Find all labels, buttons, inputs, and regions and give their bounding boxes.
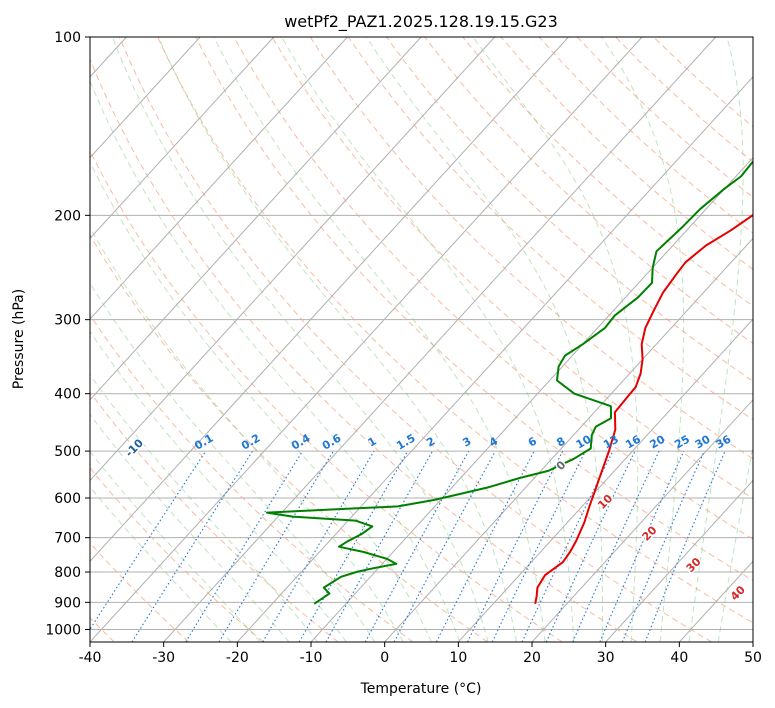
dry-adiabat-line <box>195 37 753 582</box>
moist-adiabat-line <box>688 37 744 642</box>
x-tick-label: -10 <box>300 650 323 666</box>
dry-adiabat-line <box>90 149 563 642</box>
mixing-ratio-line <box>325 450 433 642</box>
isotherm-line <box>90 37 201 159</box>
y-tick-label: 800 <box>54 565 81 581</box>
isotherm-line <box>90 37 348 320</box>
x-tick-label: -40 <box>79 650 102 666</box>
isotherm-line <box>384 237 753 642</box>
moist-adiabat-line <box>90 161 432 642</box>
x-tick-label: 50 <box>744 650 762 666</box>
dry-adiabat-line <box>90 542 190 642</box>
series-lines <box>266 160 753 605</box>
isotherm-line <box>90 37 275 240</box>
isotherm-line <box>90 37 422 401</box>
dry-adiabat-line <box>90 467 264 642</box>
y-tick-label: 400 <box>54 387 81 403</box>
dry-adiabat-line <box>271 37 753 500</box>
moist-adiabat-line <box>472 37 639 642</box>
temperature-profile-line <box>534 213 753 604</box>
y-tick-label: 1000 <box>45 622 81 638</box>
mixing-ratio-lines <box>90 450 726 642</box>
y-tick-label: 700 <box>54 531 81 547</box>
moist-adiabat-line <box>365 37 603 642</box>
mixing-ratio-line <box>364 450 470 642</box>
moist-adiabats <box>90 37 753 642</box>
mixing-ratio-line <box>467 450 564 642</box>
plot-frame <box>89 36 754 643</box>
y-axis-label: Pressure (hPa) <box>11 289 27 389</box>
x-axis-label: Temperature (°C) <box>360 681 482 697</box>
y-tick-label: 100 <box>54 30 81 46</box>
dry-adiabat-line <box>347 37 753 421</box>
x-tick-label: -30 <box>152 650 175 666</box>
moist-adiabat-line <box>90 330 347 642</box>
dewpoint-profile-line <box>266 160 753 605</box>
mixing-ratio-line <box>644 450 726 642</box>
moist-adiabat-line <box>90 226 404 642</box>
x-tick-label: 10 <box>449 650 467 666</box>
mixing-ratio-line <box>621 450 705 642</box>
x-tick-label: 40 <box>670 650 688 666</box>
y-tick-label: 900 <box>54 595 81 611</box>
mixing-ratio-line <box>90 450 207 631</box>
isotherm-line <box>310 156 753 642</box>
isotherm-line <box>90 37 643 642</box>
isotherm-line <box>531 399 753 642</box>
dry-adiabat-line <box>90 234 488 642</box>
moist-adiabat-line <box>90 282 376 642</box>
moist-adiabat-line <box>90 374 319 642</box>
isotherm-line <box>90 37 569 563</box>
moist-adiabat-line <box>601 37 685 642</box>
y-tick-label: 500 <box>54 444 81 460</box>
dry-adiabat-line <box>309 37 753 460</box>
dry-adiabat-line <box>157 37 753 624</box>
y-tick-label: 600 <box>54 491 81 507</box>
isotherm-line <box>163 37 717 642</box>
moist-adiabat-line <box>281 37 575 642</box>
moist-adiabat-line <box>111 37 489 642</box>
y-tick-label: 200 <box>54 208 81 224</box>
isotherm-line <box>457 318 753 642</box>
dry-adiabat-line <box>90 58 638 642</box>
x-tick-label: 0 <box>380 650 389 666</box>
isotherm-line <box>90 37 496 482</box>
mixing-ratio-line <box>599 450 685 642</box>
y-tick-label: 300 <box>54 313 81 329</box>
isotherms <box>90 37 753 642</box>
dry-adiabat-line <box>386 37 753 382</box>
moist-adiabat-line <box>213 37 546 642</box>
mixing-ratio-line <box>572 450 660 642</box>
chart-title: wetPf2_PAZ1.2025.128.19.15.G23 <box>284 12 558 32</box>
x-tick-label: 20 <box>523 650 541 666</box>
x-tick-label: -20 <box>226 650 249 666</box>
moist-adiabat-line <box>157 37 517 642</box>
y-axis-ticks: 100 200 300 400 500 600 700 800 900 1000 <box>45 30 90 638</box>
x-axis-ticks: -40 -30 -20 -10 0 10 20 30 40 50 <box>79 642 762 666</box>
mixing-ratio-line <box>393 450 496 642</box>
isotherm-line <box>236 76 753 642</box>
mixing-ratio-line <box>131 450 254 642</box>
pressure-gridlines <box>90 37 753 630</box>
moist-adiabat-line <box>90 79 461 642</box>
moist-adiabat-line <box>717 444 753 642</box>
isotherm-line <box>605 479 753 642</box>
mixing-ratio-line <box>185 450 304 642</box>
x-tick-label: 30 <box>597 650 615 666</box>
